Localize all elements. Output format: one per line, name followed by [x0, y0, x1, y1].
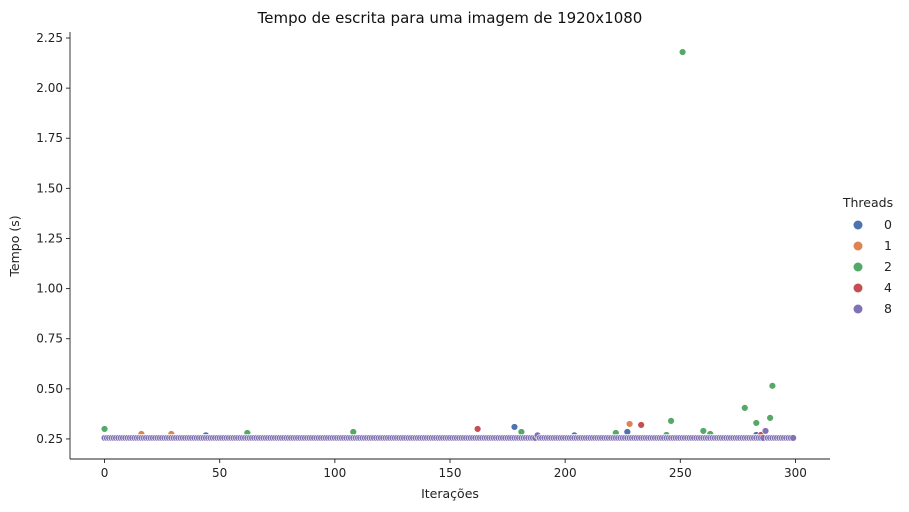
y-tick-label: 1.25 — [36, 231, 63, 245]
x-tick-label: 250 — [669, 466, 692, 480]
x-tick-label: 300 — [784, 466, 807, 480]
x-tick-label: 150 — [439, 466, 462, 480]
legend-label: 8 — [884, 301, 892, 316]
x-axis-ticks: 0 50 100 150 200 250 300 — [101, 459, 807, 480]
points-layer — [100, 48, 797, 442]
data-point-threads-8 — [761, 427, 770, 435]
data-point-threads-2 — [768, 382, 777, 390]
y-tick-label: 0.25 — [36, 432, 63, 446]
legend-label: 1 — [884, 238, 892, 253]
legend-marker-0 — [853, 220, 863, 230]
legend-marker-8 — [853, 304, 863, 314]
data-point-threads-8 — [789, 434, 797, 442]
data-point-threads-1 — [625, 420, 634, 428]
y-tick-label: 2.25 — [36, 31, 63, 45]
data-point-threads-4 — [637, 421, 645, 429]
y-axis-ticks: 0.25 0.50 0.75 1.00 1.25 1.50 1.75 2.00 2.25 — [36, 31, 70, 446]
y-tick-label: 0.50 — [36, 382, 63, 396]
data-point-threads-2 — [752, 419, 760, 427]
chart-title: Tempo de escrita para uma imagem de 1920… — [257, 9, 643, 27]
data-point-threads-2 — [741, 404, 749, 412]
legend-marker-4 — [853, 283, 863, 293]
legend-marker-2 — [853, 262, 863, 272]
x-axis-title: Iterações — [421, 486, 479, 501]
legend: Threads 0 1 2 4 8 — [842, 195, 893, 316]
legend-marker-1 — [853, 241, 863, 251]
legend-title: Threads — [842, 195, 893, 210]
y-tick-label: 1.75 — [36, 131, 63, 145]
x-tick-label: 100 — [323, 466, 346, 480]
x-tick-label: 200 — [554, 466, 577, 480]
x-tick-label: 0 — [101, 466, 109, 480]
y-axis-title: Tempo (s) — [7, 215, 22, 277]
data-point-threads-4 — [473, 425, 482, 433]
legend-label: 2 — [884, 259, 892, 274]
data-point-threads-2 — [766, 414, 774, 422]
x-tick-label: 50 — [212, 466, 227, 480]
y-tick-label: 0.75 — [36, 332, 63, 346]
y-tick-label: 1.50 — [36, 181, 63, 195]
y-tick-label: 1.00 — [36, 282, 63, 296]
legend-label: 4 — [884, 280, 892, 295]
legend-label: 0 — [884, 217, 892, 232]
data-point-threads-2 — [667, 417, 675, 425]
data-point-threads-2 — [699, 427, 708, 435]
y-tick-label: 2.00 — [36, 81, 63, 95]
data-point-threads-2 — [100, 425, 109, 433]
data-point-threads-0 — [510, 423, 519, 431]
data-point-threads-2 — [678, 48, 687, 56]
